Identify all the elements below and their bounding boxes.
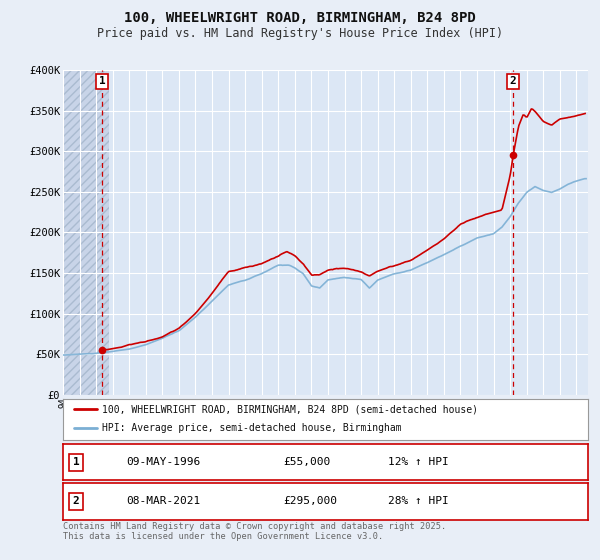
Text: 12% ↑ HPI: 12% ↑ HPI [389,458,449,467]
Text: 09-MAY-1996: 09-MAY-1996 [126,458,200,467]
Text: HPI: Average price, semi-detached house, Birmingham: HPI: Average price, semi-detached house,… [103,423,402,433]
Text: 100, WHEELWRIGHT ROAD, BIRMINGHAM, B24 8PD (semi-detached house): 100, WHEELWRIGHT ROAD, BIRMINGHAM, B24 8… [103,404,478,414]
Text: 2: 2 [510,77,517,86]
Text: 1: 1 [73,458,79,467]
Text: 28% ↑ HPI: 28% ↑ HPI [389,497,449,506]
Text: 08-MAR-2021: 08-MAR-2021 [126,497,200,506]
Text: 1: 1 [99,77,106,86]
Text: 2: 2 [73,497,79,506]
Bar [63,70,109,395]
Text: £295,000: £295,000 [284,497,337,506]
Text: £55,000: £55,000 [284,458,331,467]
Text: 100, WHEELWRIGHT ROAD, BIRMINGHAM, B24 8PD: 100, WHEELWRIGHT ROAD, BIRMINGHAM, B24 8… [124,11,476,25]
Text: Contains HM Land Registry data © Crown copyright and database right 2025.
This d: Contains HM Land Registry data © Crown c… [63,522,446,542]
Text: Price paid vs. HM Land Registry's House Price Index (HPI): Price paid vs. HM Land Registry's House … [97,27,503,40]
